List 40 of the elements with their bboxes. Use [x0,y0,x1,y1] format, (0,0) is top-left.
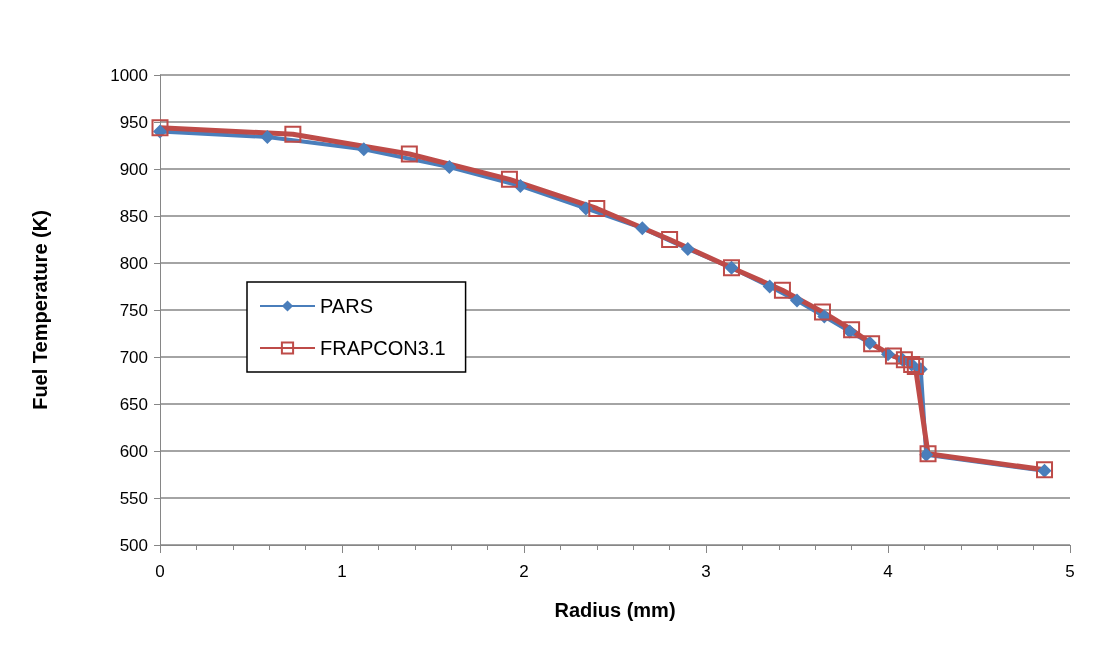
y-axis-title: Fuel Temperature (K) [29,210,51,410]
point [151,119,169,137]
point [843,321,861,339]
y-tick-label: 550 [119,488,148,508]
y-tick-label: 500 [119,535,148,555]
x-tick-label: 5 [1065,562,1075,581]
point [813,303,831,321]
point [500,170,518,188]
x-tick-label: 1 [337,562,347,581]
point [284,125,302,143]
point [260,130,275,145]
point [661,231,679,248]
y-tick-label: 850 [119,206,148,226]
point [356,142,371,157]
y-tick-label: 950 [119,112,148,132]
point [400,145,418,163]
point [588,199,606,217]
point [863,335,881,353]
point [680,241,695,256]
y-tick-label: 1000 [110,65,148,85]
x-tick-label: 2 [519,562,529,581]
x-tick-label: 4 [883,562,893,581]
point [442,160,457,175]
point [790,293,804,308]
x-axis-title: Radius (mm) [554,599,676,621]
y-tick-label: 900 [119,159,148,179]
legend-label: PARS [320,295,373,317]
x-tick-label: 0 [155,562,165,581]
y-tick-label: 800 [119,253,148,273]
point [884,347,902,365]
point [762,279,777,294]
legend-label: FRAPCON3.1 [320,337,446,359]
y-tick-label: 700 [119,347,148,367]
y-tick-label: 750 [119,300,148,320]
point [862,335,877,350]
y-tick-label: 600 [119,441,148,461]
x-tick-label: 3 [701,562,711,581]
point [773,281,791,299]
y-tick-label: 650 [119,394,148,414]
point [635,221,650,236]
